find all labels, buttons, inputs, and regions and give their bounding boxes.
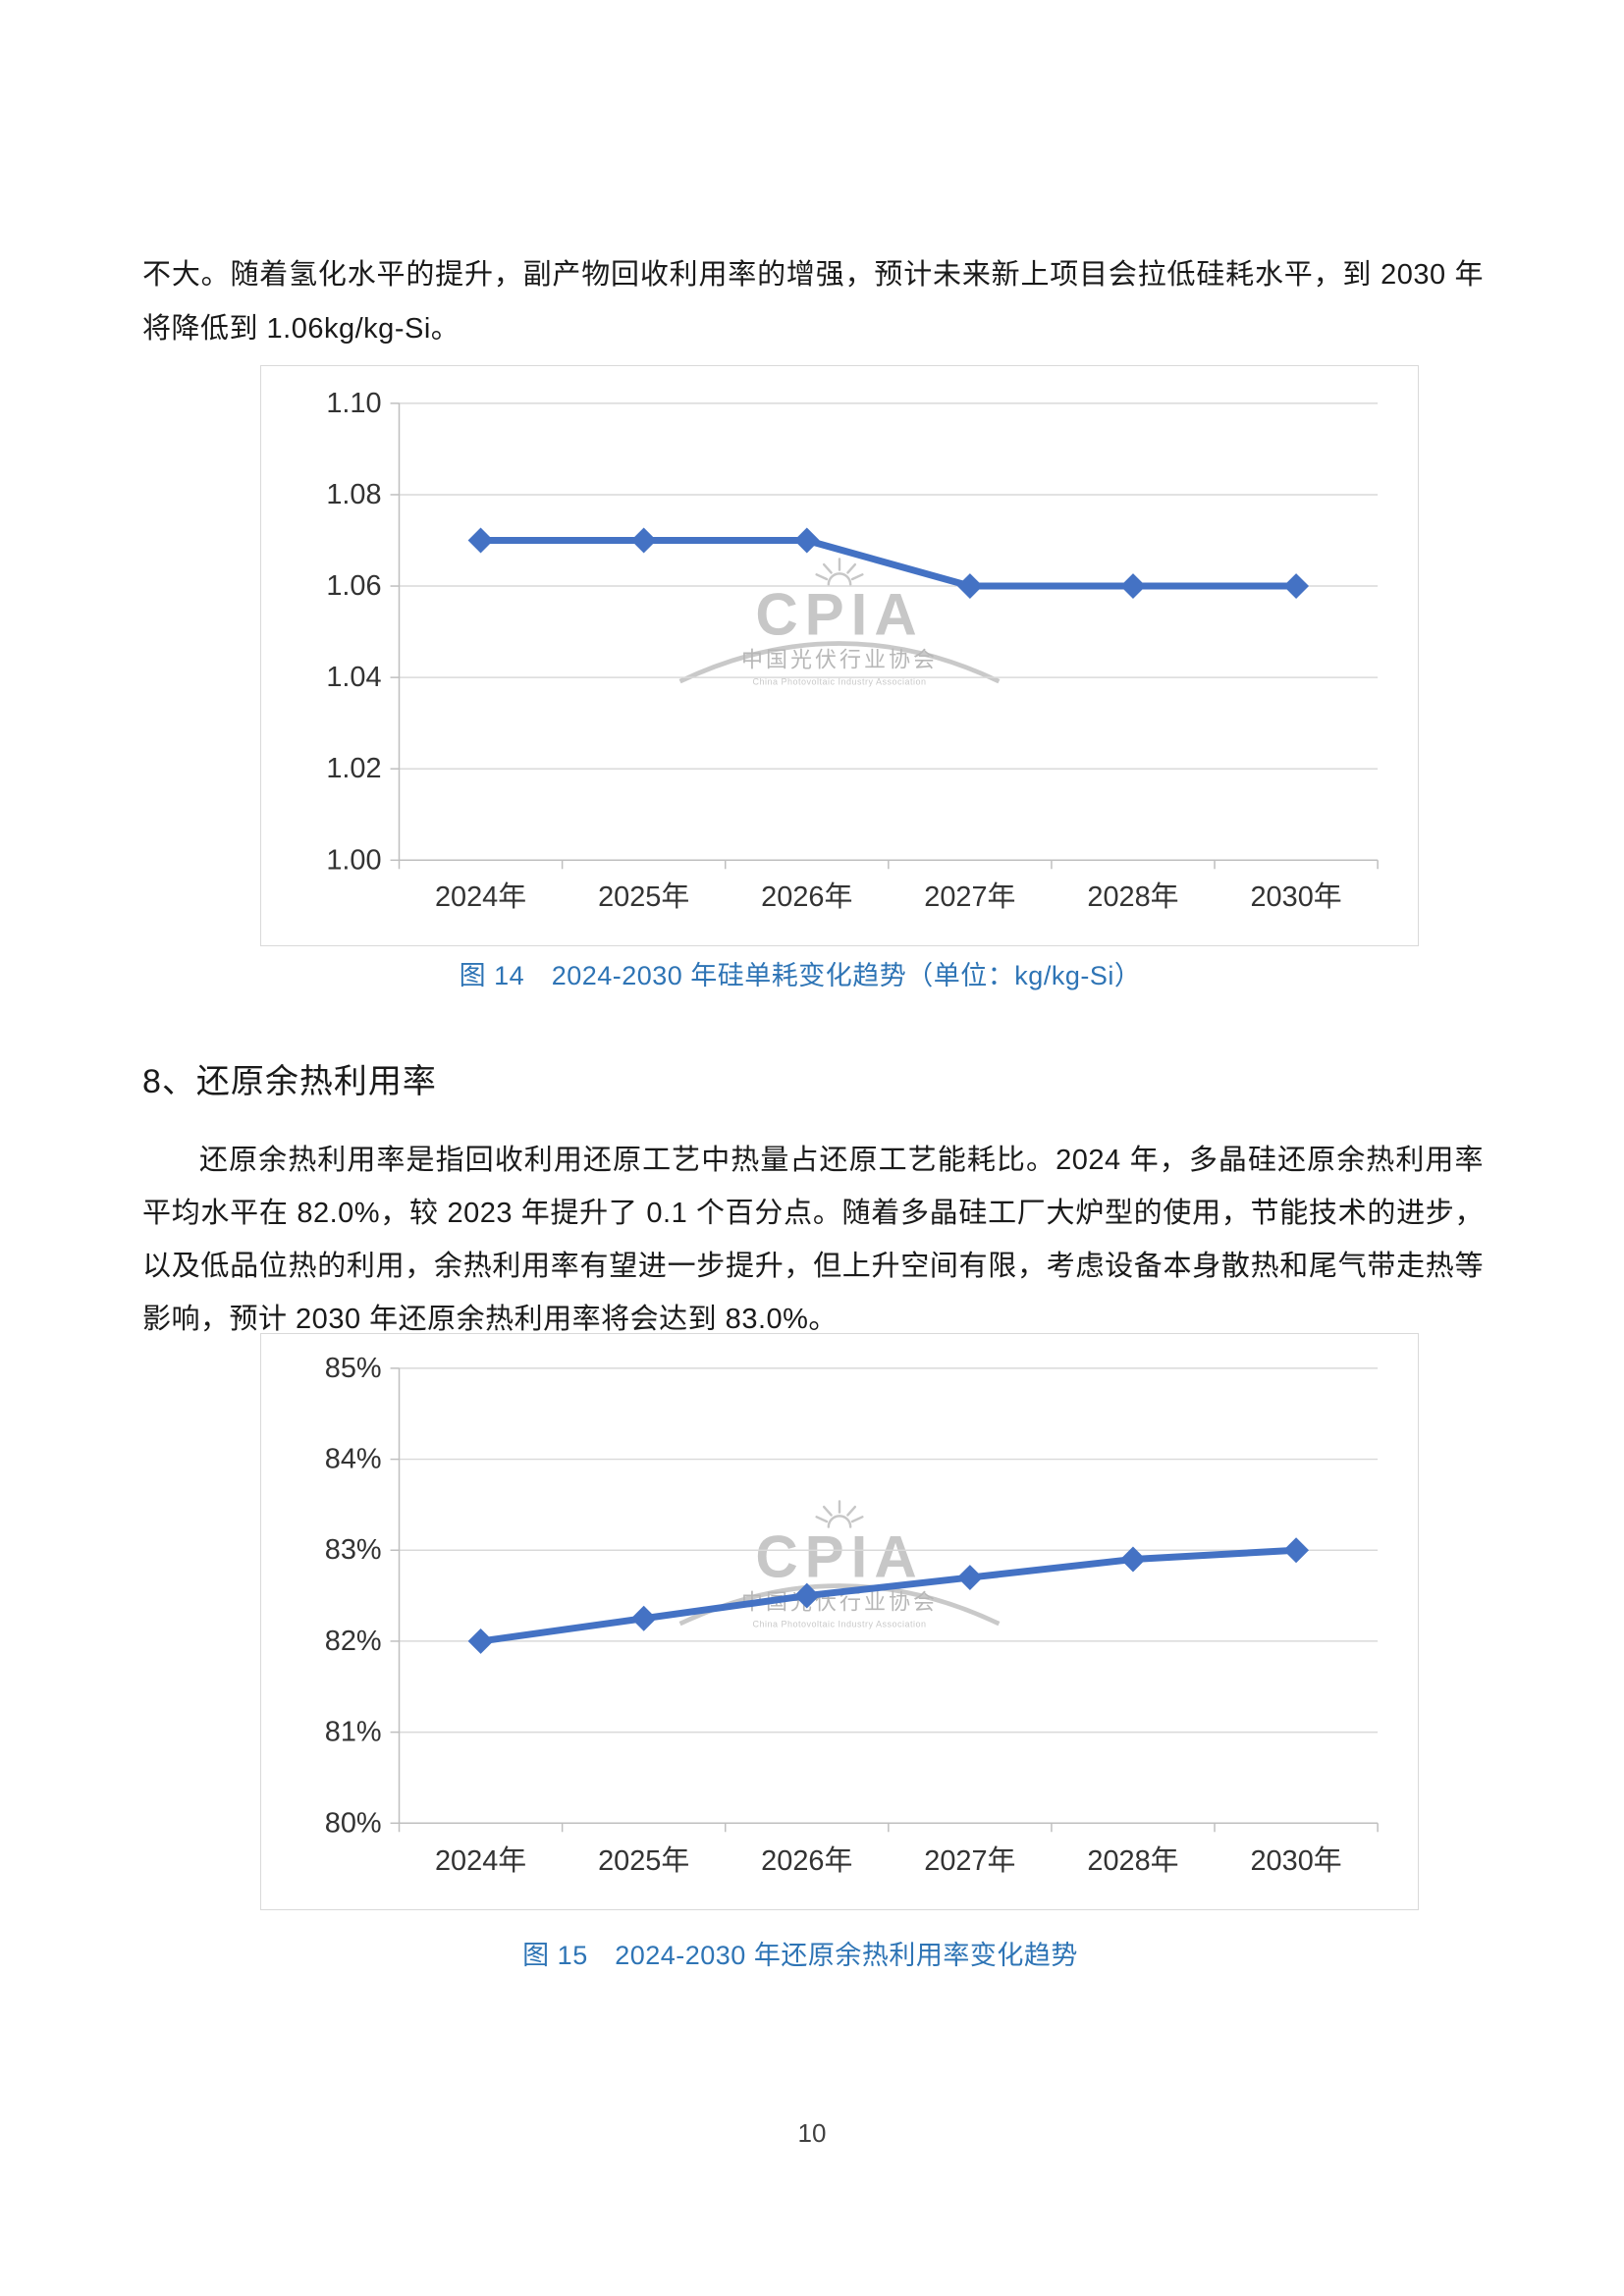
cpia-watermark: CPIA 中国光伏行业协会 China Photovoltaic Industr…: [673, 556, 1006, 686]
page-number: 10: [797, 2118, 827, 2148]
fig15-caption: 图 15 2024-2030 年还原余热利用率变化趋势: [522, 1941, 1078, 1970]
x-tick-label: 2026年: [761, 881, 852, 913]
y-tick-label: 80%: [325, 1807, 382, 1839]
data-point-marker: [1283, 1537, 1310, 1564]
data-point-marker: [1283, 573, 1310, 599]
cpia-watermark: CPIA 中国光伏行业协会 China Photovoltaic Industr…: [673, 1499, 1006, 1629]
y-tick-label: 1.02: [326, 753, 381, 784]
y-tick-label: 1.10: [326, 388, 381, 419]
data-point-marker: [1120, 573, 1146, 599]
watermark-name-cn: 中国光伏行业协会: [740, 647, 938, 672]
watermark-acronym: CPIA: [755, 1523, 924, 1590]
x-tick-label: 2027年: [924, 881, 1015, 913]
data-point-marker: [630, 527, 657, 554]
data-point-marker: [467, 527, 494, 554]
x-tick-label: 2027年: [924, 1845, 1015, 1877]
sun-icon: [815, 1500, 864, 1529]
y-tick-label: 81%: [325, 1717, 382, 1748]
watermark-name-en: China Photovoltaic Industry Association: [752, 676, 927, 687]
arc-swoosh-icon: [678, 640, 1001, 683]
watermark-name-en: China Photovoltaic Industry Association: [752, 1619, 927, 1629]
x-tick-label: 2024年: [435, 881, 526, 913]
fig15-line-plot: 80% 81% 82% 83% 84% 85% 2024年 2025年 2026年 2027年 20…: [325, 1353, 1379, 1877]
y-tick-label: 85%: [325, 1353, 382, 1384]
y-tick-label: 1.06: [326, 570, 381, 602]
y-tick-label: 82%: [325, 1626, 382, 1657]
sun-icon: [815, 557, 864, 586]
y-tick-label: 83%: [325, 1534, 382, 1566]
x-tick-label: 2024年: [435, 1845, 526, 1877]
y-tick-label: 1.04: [326, 662, 381, 693]
y-tick-label: 1.00: [326, 844, 381, 876]
section-heading: 8、还原余热利用率: [142, 1063, 437, 1101]
data-point-marker: [793, 527, 820, 554]
watermark-acronym: CPIA: [755, 581, 924, 648]
data-point-marker: [630, 1605, 657, 1631]
data-point-marker: [956, 1565, 983, 1591]
x-tick-label: 2030年: [1250, 1845, 1341, 1877]
fig14-line-plot: 1.00 1.02 1.04 1.06 1.08 1.10 2024年 2025年 2026年 2…: [326, 388, 1379, 913]
y-tick-label: 84%: [325, 1444, 382, 1475]
data-point-marker: [467, 1628, 494, 1654]
fig14-silicon-consumption-chart: CPIA 中国光伏行业协会 China Photovoltaic Industr…: [260, 365, 1419, 946]
data-point-marker: [956, 573, 983, 599]
x-tick-label: 2026年: [761, 1845, 852, 1877]
data-line: [477, 537, 1300, 590]
x-tick-label: 2028年: [1087, 1845, 1178, 1877]
fig14-caption: 图 14 2024-2030 年硅单耗变化趋势（单位：kg/kg-Si）: [459, 961, 1142, 990]
data-point-marker: [793, 1582, 820, 1609]
x-tick-label: 2030年: [1251, 881, 1342, 913]
y-tick-label: 1.08: [326, 479, 381, 510]
x-tick-label: 2025年: [598, 881, 689, 913]
data-line: [477, 1546, 1300, 1645]
paragraph-silicon-consumption: 不大。随着氢化水平的提升，副产物回收利用率的增强，预计未来新上项目会拉低硅耗水平…: [142, 259, 1484, 345]
data-point-marker: [1120, 1546, 1146, 1573]
paragraph-waste-heat: 还原余热利用率是指回收利用还原工艺中热量占还原工艺能耗比。2024 年，多晶硅还…: [142, 1145, 1484, 1335]
x-tick-label: 2028年: [1087, 881, 1178, 913]
fig15-waste-heat-chart: CPIA 中国光伏行业协会 China Photovoltaic Industr…: [260, 1333, 1419, 1910]
x-tick-label: 2025年: [598, 1845, 689, 1877]
